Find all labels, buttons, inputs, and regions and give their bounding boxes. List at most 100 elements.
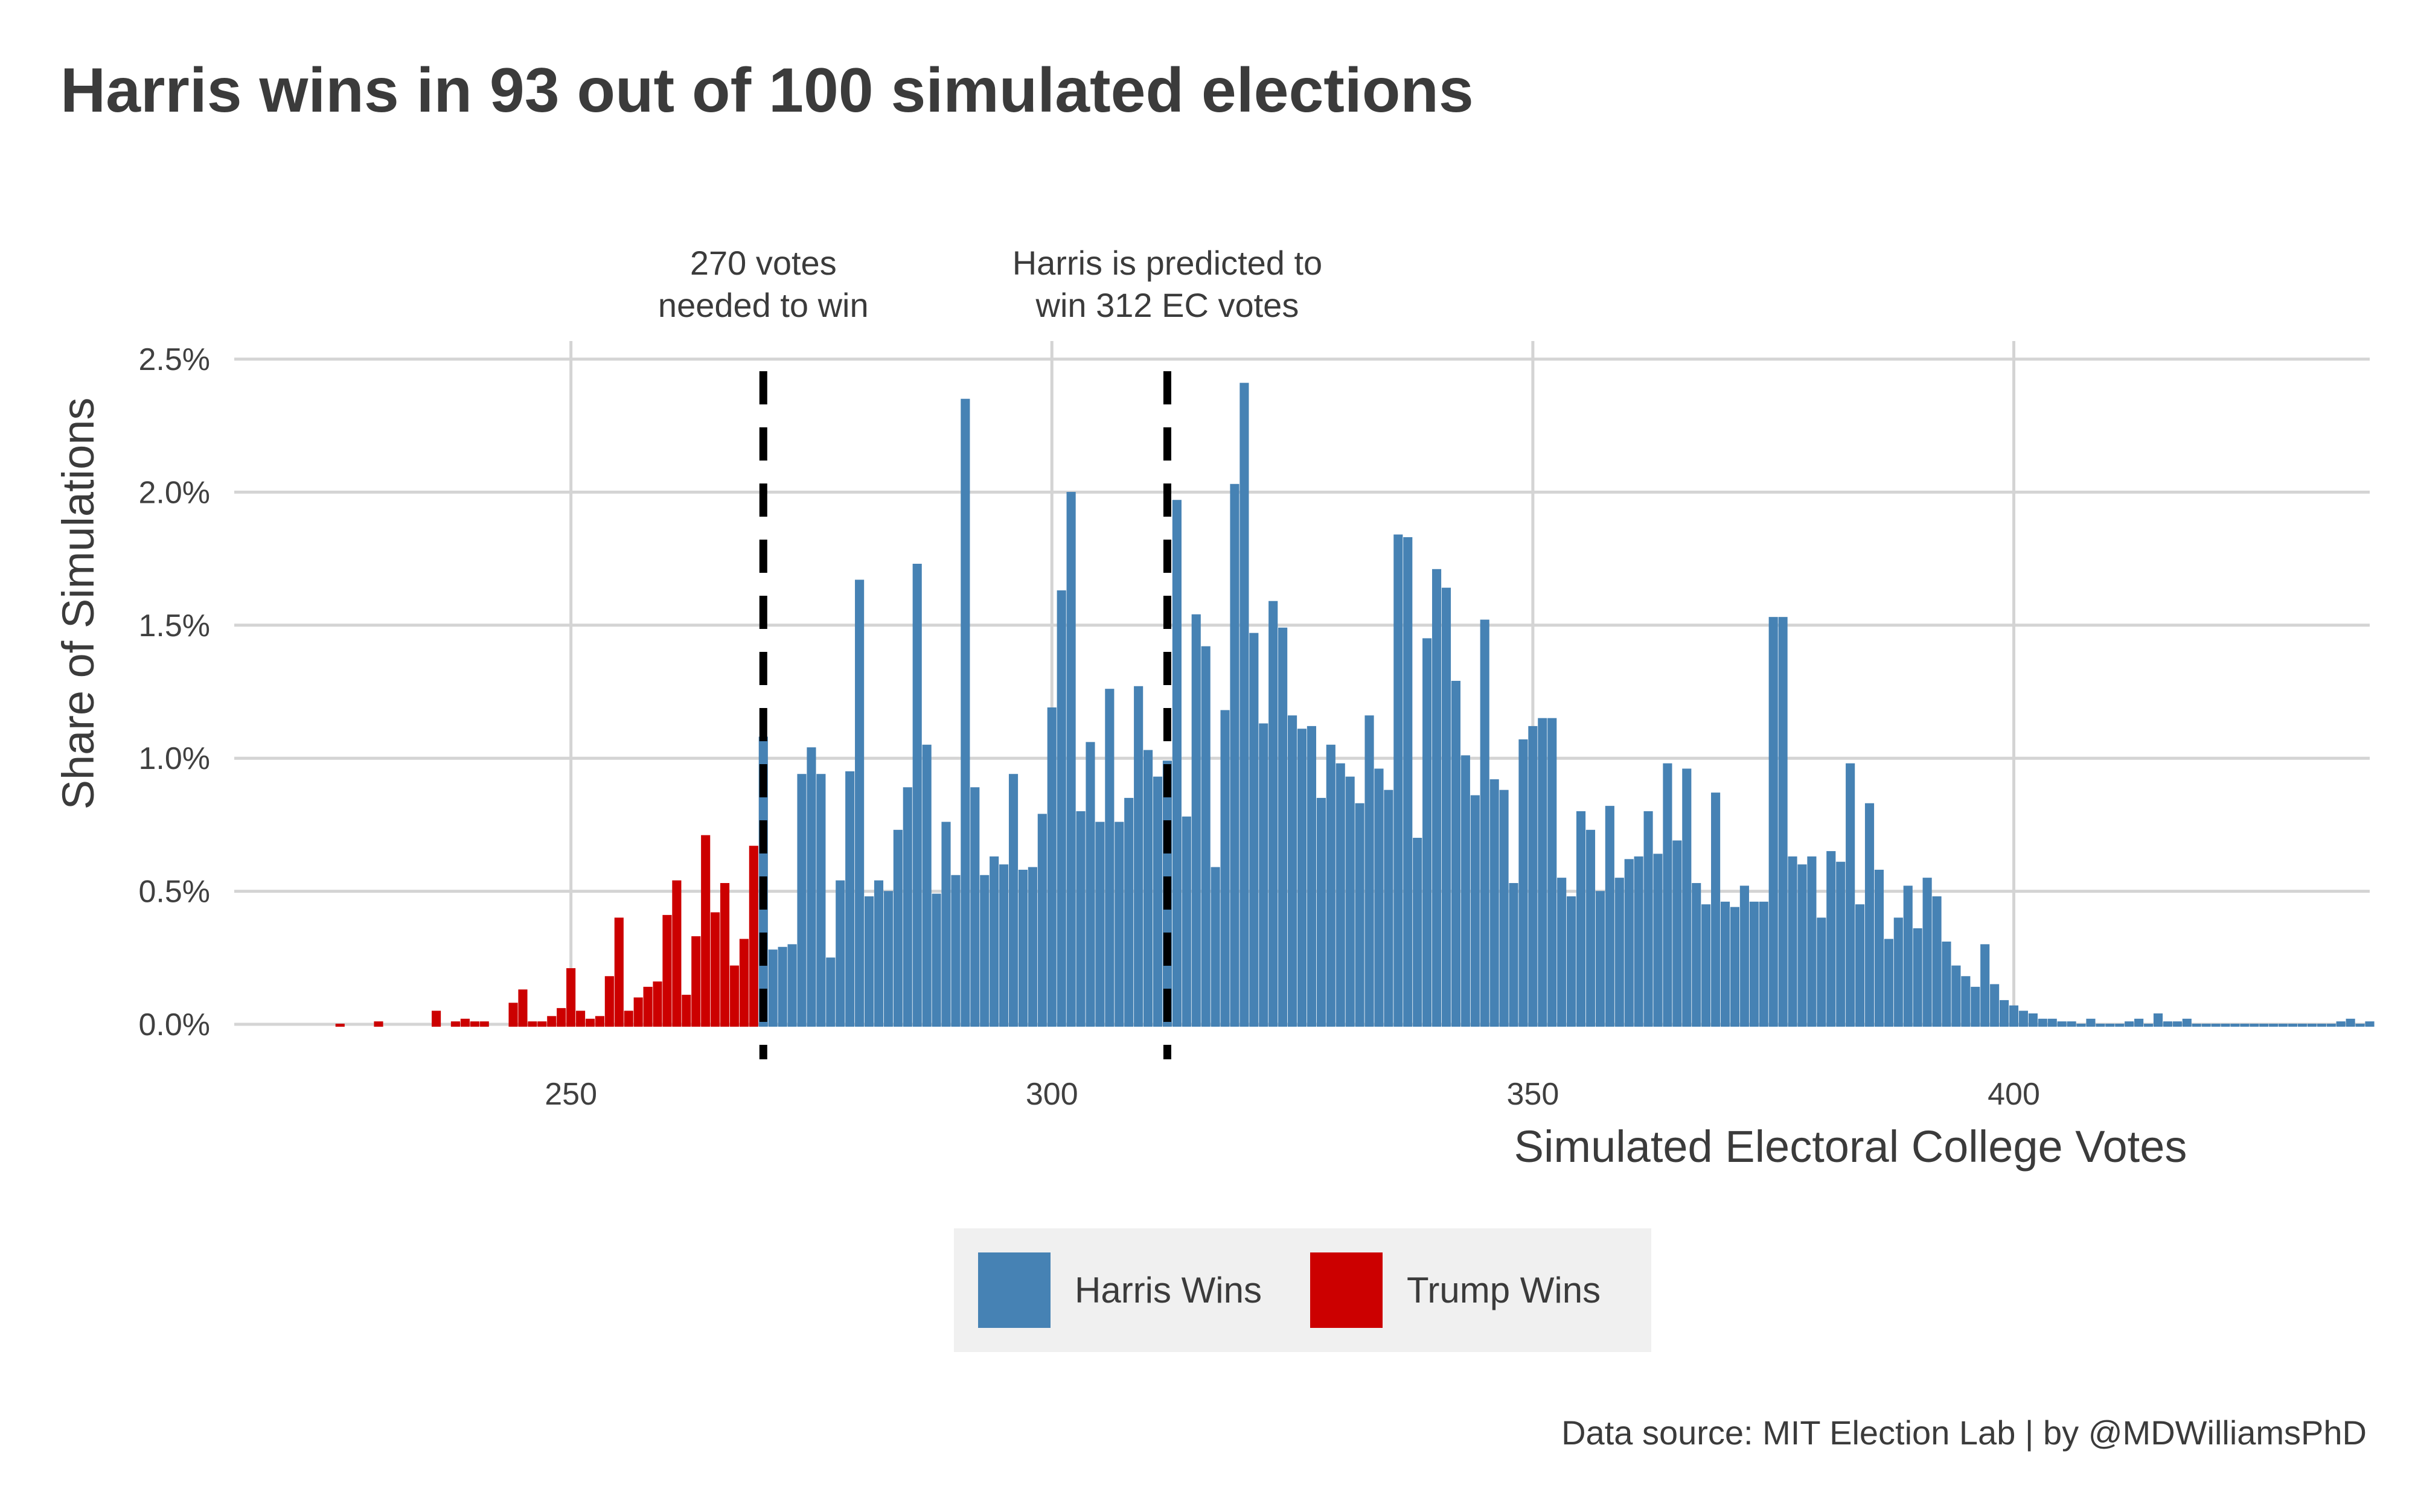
y-tick-label: 2.0% <box>138 475 210 510</box>
histogram-bar <box>2057 1021 2067 1027</box>
histogram-bar <box>1768 617 1778 1027</box>
histogram-bar <box>1778 617 1788 1027</box>
histogram-bar <box>2105 1024 2115 1027</box>
histogram-bar <box>951 875 961 1027</box>
histogram-bar <box>874 880 884 1027</box>
histogram-bar <box>1489 779 1499 1027</box>
histogram-bar <box>2143 1024 2154 1027</box>
histogram-bar <box>816 774 826 1027</box>
bars <box>335 383 2375 1027</box>
histogram-bar <box>768 949 778 1027</box>
tick-labels: 0.0% 0.5% 1.0% 1.5% 2.0% 2.5% 250 300 350 400 <box>138 342 2039 1112</box>
histogram-bar <box>2240 1024 2250 1027</box>
histogram-bar <box>1961 976 1971 1027</box>
histogram-bar <box>1855 904 1865 1027</box>
histogram-bar <box>614 917 624 1027</box>
histogram-bar <box>2211 1024 2221 1027</box>
histogram-bar <box>2172 1021 2182 1027</box>
y-tick-label: 0.5% <box>138 875 210 910</box>
histogram-bar <box>2230 1024 2240 1027</box>
histogram-bar <box>1576 811 1586 1027</box>
histogram-bar <box>547 1016 557 1027</box>
histogram-bar <box>1403 537 1413 1027</box>
histogram-bar <box>585 1018 595 1027</box>
histogram-bar <box>1701 904 1711 1027</box>
histogram-bar <box>575 1010 586 1027</box>
histogram-bar <box>2018 1010 2029 1027</box>
histogram-bar <box>653 981 662 1027</box>
histogram-bar <box>1211 867 1220 1027</box>
histogram-bar <box>2221 1024 2230 1027</box>
histogram-bar <box>941 821 951 1027</box>
histogram-bar <box>1182 816 1191 1027</box>
reference-lines <box>759 371 1171 1059</box>
histogram-bar <box>1999 1000 2009 1027</box>
histogram-bar <box>961 398 970 1027</box>
histogram-bar <box>836 880 845 1027</box>
histogram-bar <box>1720 901 1730 1027</box>
histogram-bar <box>2355 1024 2365 1027</box>
reference-line-label: needed to win <box>658 286 869 324</box>
histogram-bar <box>1287 715 1297 1027</box>
histogram-bar <box>1624 859 1634 1027</box>
histogram-bar <box>1557 878 1567 1027</box>
histogram-bar <box>990 856 999 1027</box>
histogram-bar <box>1037 814 1047 1027</box>
histogram-bar <box>1201 646 1211 1027</box>
histogram-bar <box>2115 1024 2125 1027</box>
legend: Harris Wins Trump Wins <box>954 1228 1651 1352</box>
histogram-bar <box>1335 763 1345 1027</box>
histogram-bar <box>1663 763 1672 1027</box>
histogram-bar <box>778 946 787 1027</box>
x-tick-label: 250 <box>545 1077 597 1112</box>
histogram-bar <box>2259 1024 2269 1027</box>
histogram-bar <box>432 1010 441 1027</box>
histogram-bar <box>1451 680 1460 1027</box>
histogram-bar <box>1942 941 1951 1027</box>
histogram-bar <box>1836 861 1846 1027</box>
histogram-bar <box>739 939 749 1027</box>
histogram-bar <box>1374 768 1384 1027</box>
histogram-bar <box>1951 965 1961 1027</box>
histogram-bar <box>1086 742 1095 1027</box>
histogram-bar <box>1422 638 1432 1027</box>
y-axis-label: Share of Simulations <box>53 398 103 810</box>
histogram-bar <box>1528 726 1538 1027</box>
histogram-bar <box>1788 856 1797 1027</box>
histogram-bar <box>1115 821 1124 1027</box>
histogram-bar <box>1826 851 1836 1027</box>
histogram-bar <box>1807 856 1817 1027</box>
histogram-bar <box>1144 750 1153 1027</box>
histogram-bar <box>557 1008 566 1027</box>
histogram-bar <box>1990 984 2000 1027</box>
histogram-bar <box>1316 797 1326 1027</box>
histogram-bar <box>729 965 740 1027</box>
histogram-bar <box>2297 1024 2308 1027</box>
histogram-bar <box>701 835 711 1027</box>
histogram-bar <box>1384 789 1393 1027</box>
histogram-bar <box>691 936 701 1027</box>
histogram-bar <box>864 896 874 1027</box>
histogram-bar <box>970 787 980 1027</box>
histogram-bar <box>711 912 720 1027</box>
histogram-bar <box>1355 803 1364 1027</box>
histogram-bar <box>537 1021 547 1027</box>
histogram-bar <box>604 976 614 1027</box>
histogram-bar <box>508 1003 518 1027</box>
legend-label: Harris Wins <box>1075 1270 1262 1310</box>
histogram-bar <box>1874 869 1884 1027</box>
histogram-bar <box>797 774 807 1027</box>
histogram-bar <box>1585 829 1596 1027</box>
y-tick-label: 1.0% <box>138 741 210 776</box>
histogram-bar <box>1749 901 1759 1027</box>
legend-background <box>954 1228 1651 1352</box>
histogram-bar <box>1470 795 1480 1027</box>
histogram-bar <box>2086 1018 2096 1027</box>
histogram-bar <box>1095 821 1105 1027</box>
histogram-bar <box>1431 569 1442 1027</box>
histogram-bar <box>1692 882 1701 1027</box>
histogram-bar <box>749 846 758 1027</box>
histogram-bar <box>1547 718 1557 1027</box>
histogram-bar <box>2279 1024 2288 1027</box>
histogram-bar <box>1643 811 1653 1027</box>
